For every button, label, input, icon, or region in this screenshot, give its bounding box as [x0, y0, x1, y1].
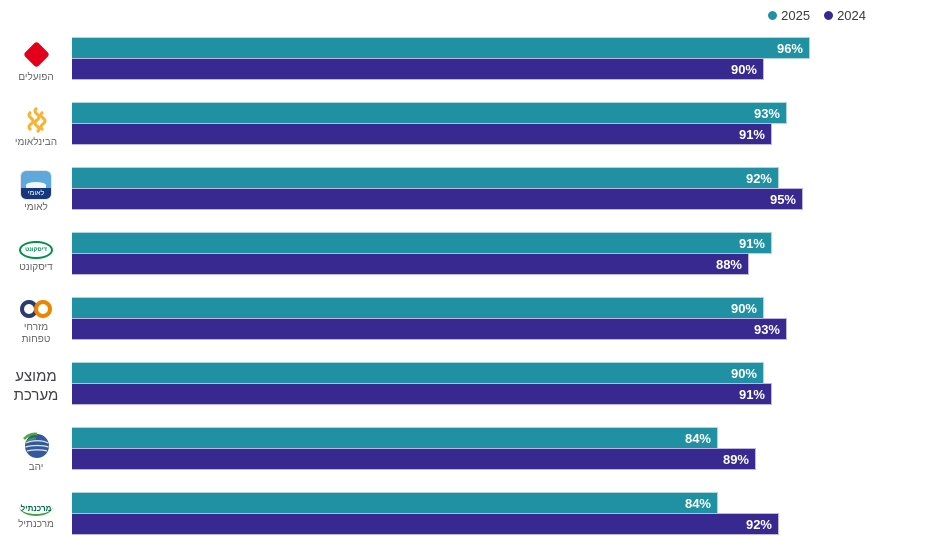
bar-group: 93% 91%	[72, 102, 787, 145]
bar-value-label: 93%	[753, 321, 780, 337]
chart-row: יהב 84% 89%	[0, 427, 946, 492]
bar-value-label: 88%	[715, 256, 742, 272]
legend-item-2024[interactable]: 2024	[824, 8, 866, 23]
bar-value-label: 90%	[730, 365, 757, 381]
row-gutter: הפועלים	[0, 37, 72, 87]
chart-row: דיסקונט דיסקונט 91% 88%	[0, 232, 946, 297]
bar-group: 92% 95%	[72, 167, 803, 210]
bar-group: 84% 92%	[72, 492, 779, 535]
row-gutter: לאומי לאומי	[0, 167, 72, 217]
globe-shape	[23, 432, 49, 458]
bar-value-label: 96%	[776, 40, 803, 56]
bank-leumi-logo-icon: לאומי	[21, 170, 51, 199]
category-label: מרכנתיל	[18, 518, 54, 530]
bar-group: 91% 88%	[72, 232, 772, 275]
row-gutter: יהב	[0, 427, 72, 477]
legend-item-2025[interactable]: 2025	[768, 8, 810, 23]
bar-2024[interactable]: 93%	[72, 318, 787, 340]
row-gutter: דיסקונט דיסקונט	[0, 232, 72, 282]
bar-value-label: 91%	[738, 126, 765, 142]
row-gutter: ממוצע מערכת	[0, 362, 72, 412]
bar-2025[interactable]: 92%	[72, 167, 779, 189]
mercantile-wordmark-shape: מרכנתיל	[18, 504, 54, 516]
category-label: ממוצע מערכת	[13, 368, 59, 404]
bar-2024[interactable]: 89%	[72, 448, 756, 470]
bar-2025[interactable]: 91%	[72, 232, 772, 254]
bar-value-label: 90%	[730, 300, 757, 316]
bar-value-label: 95%	[769, 191, 796, 207]
bar-2024[interactable]: 88%	[72, 253, 749, 275]
category-label: הפועלים	[18, 71, 54, 83]
bank-hapoalim-logo-icon	[22, 40, 50, 69]
bar-2024[interactable]: 91%	[72, 123, 772, 145]
bar-2024[interactable]: 95%	[72, 188, 803, 210]
bar-2025[interactable]: 90%	[72, 297, 764, 319]
bar-value-label: 93%	[753, 105, 780, 121]
chart-row: ממוצע מערכת 90% 91%	[0, 362, 946, 427]
bank-discount-logo-icon: דיסקונט	[19, 240, 53, 259]
bar-2025[interactable]: 90%	[72, 362, 764, 384]
row-gutter: מזרחי טפחות	[0, 297, 72, 347]
category-label: דיסקונט	[19, 261, 53, 273]
green-oval-shape: דיסקונט	[19, 240, 53, 259]
row-gutter: מרכנתיל מרכנתיל	[0, 492, 72, 542]
category-label: מזרחי טפחות	[21, 322, 51, 345]
legend-dot-icon	[824, 11, 834, 20]
legend-label: 2024	[837, 8, 866, 23]
bar-2025[interactable]: 84%	[72, 427, 718, 449]
chart-row: מזרחי טפחות 90% 93%	[0, 297, 946, 362]
bar-value-label: 92%	[745, 170, 772, 186]
bar-value-label: 84%	[684, 495, 711, 511]
bar-group: 84% 89%	[72, 427, 756, 470]
chart-row: לאומי לאומי 92% 95%	[0, 167, 946, 232]
legend: 2025 2024	[768, 8, 866, 23]
leumi-square-shape: לאומי	[21, 170, 51, 199]
legend-label: 2025	[781, 8, 811, 23]
bar-value-label: 89%	[722, 451, 749, 467]
bank-international-logo-icon	[21, 106, 51, 134]
bar-2024[interactable]: 92%	[72, 513, 779, 535]
bar-2025[interactable]: 93%	[72, 102, 787, 124]
infinity-shape	[20, 300, 52, 318]
bar-2024[interactable]: 90%	[72, 58, 764, 80]
category-label: יהב	[28, 461, 44, 473]
red-diamond-shape	[22, 40, 50, 68]
bar-2024[interactable]: 91%	[72, 383, 772, 405]
bank-mizrahi-tefahot-logo-icon	[18, 299, 54, 319]
chart-row: הפועלים 96% 90%	[0, 37, 946, 102]
bar-value-label: 91%	[738, 235, 765, 251]
bar-value-label: 84%	[684, 430, 711, 446]
legend-dot-icon	[768, 11, 778, 20]
bar-group: 96% 90%	[72, 37, 810, 80]
chart-rows: הפועלים 96% 90% הבינלאומי 93% 91% לאומי לאומי 92…	[0, 37, 946, 557]
chart-row: מרכנתיל מרכנתיל 84% 92%	[0, 492, 946, 557]
bank-yahav-logo-icon	[22, 431, 50, 459]
bar-value-label: 92%	[745, 516, 772, 532]
chart-row: הבינלאומי 93% 91%	[0, 102, 946, 167]
bank-mercantile-logo-icon: מרכנתיל	[18, 504, 54, 516]
bar-2025[interactable]: 96%	[72, 37, 810, 59]
bar-value-label: 90%	[730, 61, 757, 77]
yellow-zigzag-shape	[27, 106, 47, 133]
bar-value-label: 91%	[738, 386, 765, 402]
category-label: הבינלאומי	[14, 136, 58, 148]
category-label: לאומי	[24, 201, 48, 213]
row-gutter: הבינלאומי	[0, 102, 72, 152]
bar-group: 90% 93%	[72, 297, 787, 340]
bar-group: 90% 91%	[72, 362, 772, 405]
bar-2025[interactable]: 84%	[72, 492, 718, 514]
